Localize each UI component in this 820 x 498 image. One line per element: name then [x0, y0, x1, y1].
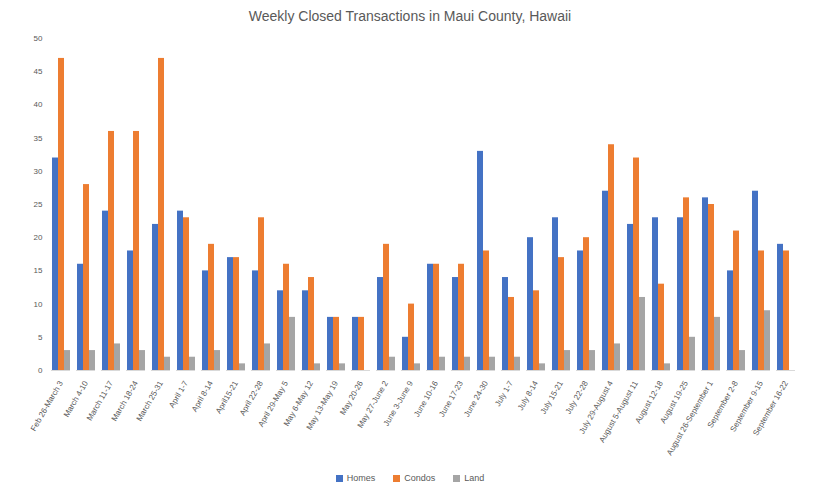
- html-text:Homes: Homes: [346, 473, 376, 483]
- svg-text:June 17-23: June 17-23: [437, 379, 465, 419]
- svg-text:May 6-May 12: May 6-May 12: [281, 379, 315, 428]
- svg-text:August 19-25: August 19-25: [658, 379, 690, 425]
- svg-text:July 29-August 4: July 29-August 4: [577, 379, 615, 436]
- svg-text:50: 50: [34, 34, 43, 43]
- svg-text:May 13-May 19: May 13-May 19: [305, 379, 341, 432]
- svg-text:Feb 26-March 3: Feb 26-March 3: [29, 379, 65, 433]
- svg-text:May 20-26: May 20-26: [338, 379, 365, 417]
- svg-text:May 27-June 2: May 27-June 2: [355, 379, 390, 430]
- svg-text:35: 35: [34, 134, 43, 143]
- svg-text:March 11-17: March 11-17: [85, 379, 115, 423]
- svg-text:30: 30: [34, 167, 43, 176]
- html-text:Land: Land: [464, 473, 485, 483]
- html-text:Condos: Condos: [404, 473, 436, 483]
- svg-text:April 22-28: April 22-28: [238, 379, 265, 417]
- svg-text:August 5-August 11: August 5-August 11: [597, 379, 640, 444]
- svg-text:10: 10: [34, 300, 43, 309]
- svg-text:5: 5: [38, 333, 43, 342]
- svg-text:April 8-14: April 8-14: [190, 379, 215, 414]
- svg-text:March 4-10: March 4-10: [62, 379, 90, 419]
- svg-text:September 9-15: September 9-15: [728, 379, 765, 434]
- svg-text:July 1-7: July 1-7: [493, 379, 515, 408]
- svg-text:15: 15: [34, 266, 43, 275]
- svg-text:June 3-June 9: June 3-June 9: [382, 379, 415, 428]
- svg-text:July 8-14: July 8-14: [516, 379, 540, 412]
- svg-text:September 16-22: September 16-22: [751, 379, 790, 438]
- svg-text:March 18-24: March 18-24: [109, 379, 140, 423]
- svg-text:0: 0: [38, 366, 43, 375]
- svg-text:July 15-21: July 15-21: [539, 379, 566, 416]
- svg-text:40: 40: [34, 100, 43, 109]
- svg-text:August 26-September 1: August 26-September 1: [665, 379, 715, 457]
- svg-text:September 2-8: September 2-8: [705, 379, 740, 430]
- svg-text:April 1-7: April 1-7: [167, 379, 190, 410]
- html-text:Weekly Closed Transactions in: Weekly Closed Transactions in Maui Count…: [248, 8, 572, 24]
- svg-text:August 12-18: August 12-18: [633, 379, 665, 425]
- svg-text:25: 25: [34, 200, 43, 209]
- svg-text:April15-21: April15-21: [214, 379, 240, 416]
- svg-text:June 10-16: June 10-16: [412, 379, 440, 419]
- svg-text:June 24-30: June 24-30: [462, 379, 490, 419]
- svg-text:20: 20: [34, 233, 43, 242]
- svg-text:July 22-28: July 22-28: [564, 379, 591, 416]
- svg-text:April 29-May 5: April 29-May 5: [256, 379, 290, 429]
- svg-text:45: 45: [34, 67, 43, 76]
- svg-text:March 25-31: March 25-31: [135, 379, 166, 423]
